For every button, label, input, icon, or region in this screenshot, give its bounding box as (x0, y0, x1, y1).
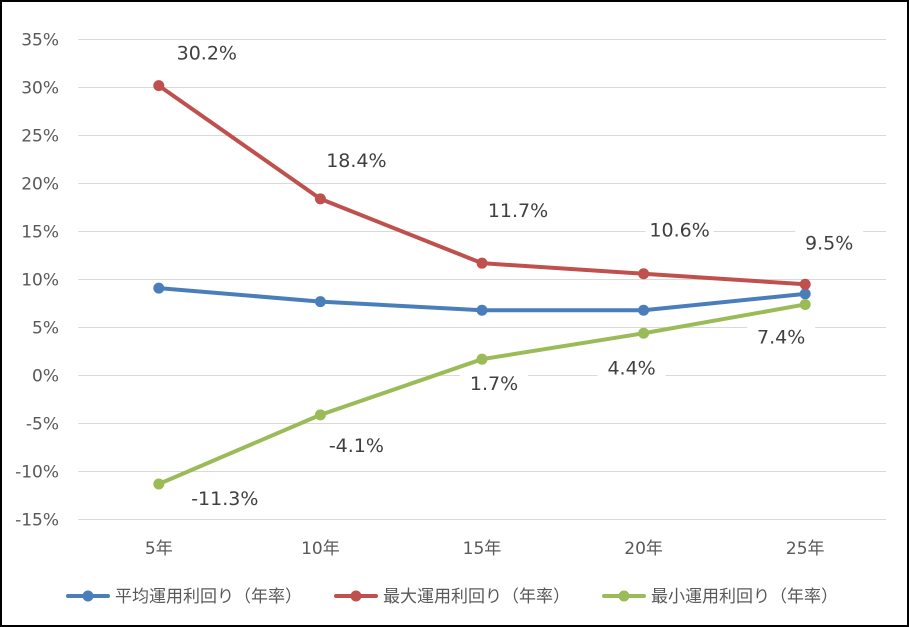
y-axis-tick-labels: 35% 30% 25% 20% 15% 10% 5% 0% -5% -10% -15% (15, 31, 59, 531)
legend-label-1: 最大運用利回り（年率） (383, 587, 570, 607)
y-tick-label: 10% (21, 271, 59, 291)
data-label-bg (597, 355, 666, 382)
data-label-s1-3: 10.6% (649, 220, 709, 242)
legend-label-2: 最小運用利回り（年率） (651, 587, 838, 607)
data-label-s1-4: 9.5% (805, 232, 853, 254)
data-point-s2-2 (476, 353, 488, 365)
data-label-s2-4: 7.4% (757, 326, 805, 348)
data-label-bg (484, 198, 552, 225)
data-label-bg (460, 371, 528, 398)
data-point-s2-0 (153, 478, 165, 490)
y-tick-label: 25% (21, 127, 59, 147)
data-label-s1-1: 18.4% (326, 150, 386, 172)
y-tick-label: 30% (21, 79, 59, 99)
x-tick-label: 10年 (301, 539, 340, 559)
x-tick-label: 5年 (145, 539, 173, 559)
y-tick-label: -5% (26, 415, 59, 435)
data-label-s1-2: 11.7% (488, 200, 548, 222)
data-point-s1-4 (799, 278, 811, 290)
data-label-bg (322, 432, 391, 459)
data-label-bg (322, 147, 391, 174)
data-point-s0-3 (638, 304, 650, 316)
legend-swatch-marker-0 (82, 590, 94, 602)
data-point-s1-3 (638, 268, 650, 280)
data-label-bg (747, 324, 816, 351)
legend-swatch-marker-2 (618, 590, 630, 602)
data-label-s2-1: -4.1% (329, 435, 384, 457)
data-label-s2-0: -11.3% (191, 488, 258, 510)
data-point-s0-2 (476, 304, 488, 316)
y-tick-label: 15% (21, 223, 59, 243)
y-tick-label: -10% (15, 463, 59, 483)
legend: 平均運用利回り（年率） 最大運用利回り（年率） 最小運用利回り（年率） (66, 587, 838, 607)
data-point-s0-1 (314, 296, 326, 308)
data-label-bg (190, 485, 259, 512)
data-point-s2-3 (638, 327, 650, 339)
y-tick-label: -15% (15, 511, 59, 531)
data-point-s0-4 (799, 288, 811, 300)
data-label-s2-2: 1.7% (470, 373, 518, 395)
x-axis-tick-labels: 5年 10年 15年 20年 25年 (145, 539, 825, 559)
x-tick-label: 20年 (624, 539, 663, 559)
data-point-s0-0 (153, 282, 165, 294)
y-tick-label: 5% (32, 319, 59, 339)
x-tick-label: 15年 (463, 539, 502, 559)
y-tick-label: 35% (21, 31, 59, 51)
data-labels: 30.2% 18.4% 11.7% 10.6% 9.5% -11.3% -4.1% 1.7% 4… (172, 40, 864, 512)
data-point-s1-0 (153, 80, 165, 92)
data-point-s2-4 (799, 298, 811, 310)
data-label-s1-0: 30.2% (177, 43, 237, 65)
y-tick-label: 0% (32, 367, 59, 387)
x-tick-label: 25年 (786, 539, 825, 559)
data-label-s2-3: 4.4% (607, 357, 655, 379)
legend-swatch-marker-1 (350, 590, 362, 602)
data-label-bg (172, 40, 241, 67)
series-line-1 (156, 83, 808, 287)
series-lines (153, 80, 811, 490)
data-point-s1-2 (476, 257, 488, 269)
data-label-bg (645, 217, 714, 244)
data-point-s1-1 (314, 193, 326, 205)
data-label-bg (795, 230, 864, 257)
data-point-s2-1 (314, 409, 326, 421)
legend-label-0: 平均運用利回り（年率） (115, 587, 302, 607)
y-tick-label: 20% (21, 175, 59, 195)
